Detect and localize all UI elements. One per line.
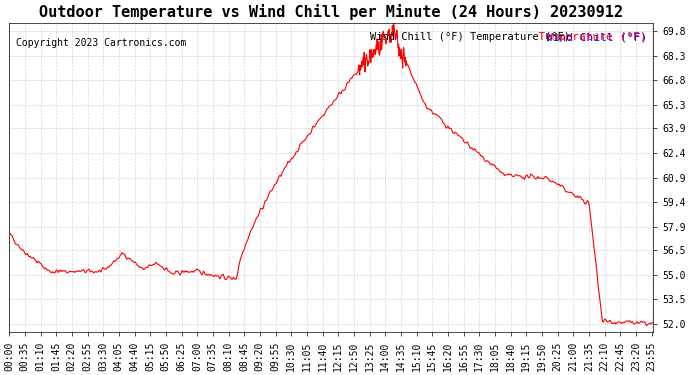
Text: Copyright 2023 Cartronics.com: Copyright 2023 Cartronics.com: [16, 38, 186, 48]
Text: Wind Chill (°F): Wind Chill (°F): [546, 32, 647, 42]
Text: Temperature (°F): Temperature (°F): [525, 32, 647, 42]
Title: Outdoor Temperature vs Wind Chill per Minute (24 Hours) 20230912: Outdoor Temperature vs Wind Chill per Mi…: [39, 4, 623, 20]
Text: Wind Chill (°F) Temperature (°F): Wind Chill (°F) Temperature (°F): [370, 32, 570, 42]
